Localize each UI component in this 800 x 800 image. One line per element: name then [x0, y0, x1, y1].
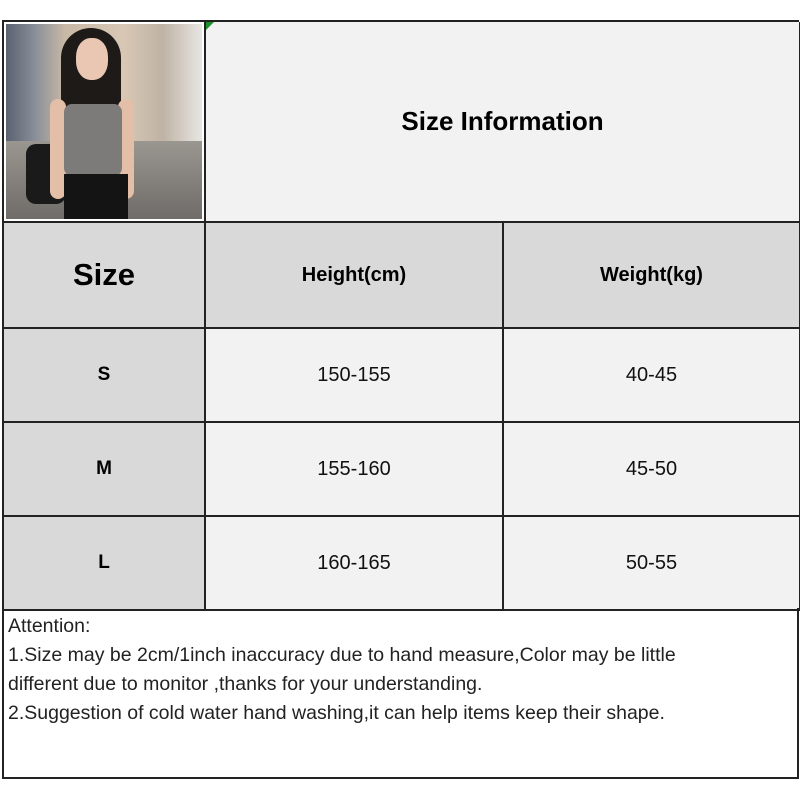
- model-image: [6, 24, 202, 219]
- table-title: Size Information: [206, 22, 800, 223]
- note-line-1b: different due to monitor ,thanks for you…: [8, 673, 483, 695]
- row-height: 160-165: [206, 517, 504, 611]
- row-size: L: [4, 517, 206, 611]
- row-height: 155-160: [206, 423, 504, 517]
- row-weight: 40-45: [504, 329, 800, 423]
- product-photo: [4, 22, 206, 223]
- header-size: Size: [4, 223, 206, 329]
- row-size: S: [4, 329, 206, 423]
- title-text: Size Information: [401, 106, 604, 136]
- row-size: M: [4, 423, 206, 517]
- row-weight: 50-55: [504, 517, 800, 611]
- size-table: Size Information Size Height(cm) Weight(…: [2, 20, 800, 611]
- note-line-2: 2.Suggestion of cold water hand washing,…: [8, 702, 665, 724]
- note-line-1: 1.Size may be 2cm/1inch inaccuracy due t…: [8, 644, 676, 666]
- attention-notes: Attention: 1.Size may be 2cm/1inch inacc…: [2, 608, 799, 779]
- cell-marker-icon: [206, 22, 214, 30]
- header-height: Height(cm): [206, 223, 504, 329]
- header-weight: Weight(kg): [504, 223, 800, 329]
- row-height: 150-155: [206, 329, 504, 423]
- row-weight: 45-50: [504, 423, 800, 517]
- notes-heading: Attention:: [8, 615, 91, 637]
